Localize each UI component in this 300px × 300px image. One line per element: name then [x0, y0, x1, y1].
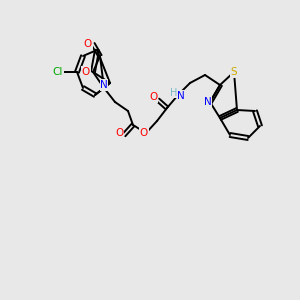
Text: N: N [100, 80, 108, 90]
Text: H: H [170, 88, 178, 98]
Text: N: N [204, 97, 212, 107]
Text: N: N [177, 91, 185, 101]
Text: O: O [84, 39, 92, 49]
Text: O: O [149, 92, 157, 102]
Text: O: O [115, 128, 123, 138]
Text: O: O [140, 128, 148, 138]
Text: S: S [231, 67, 237, 77]
Text: Cl: Cl [53, 67, 63, 77]
Text: O: O [82, 67, 90, 77]
